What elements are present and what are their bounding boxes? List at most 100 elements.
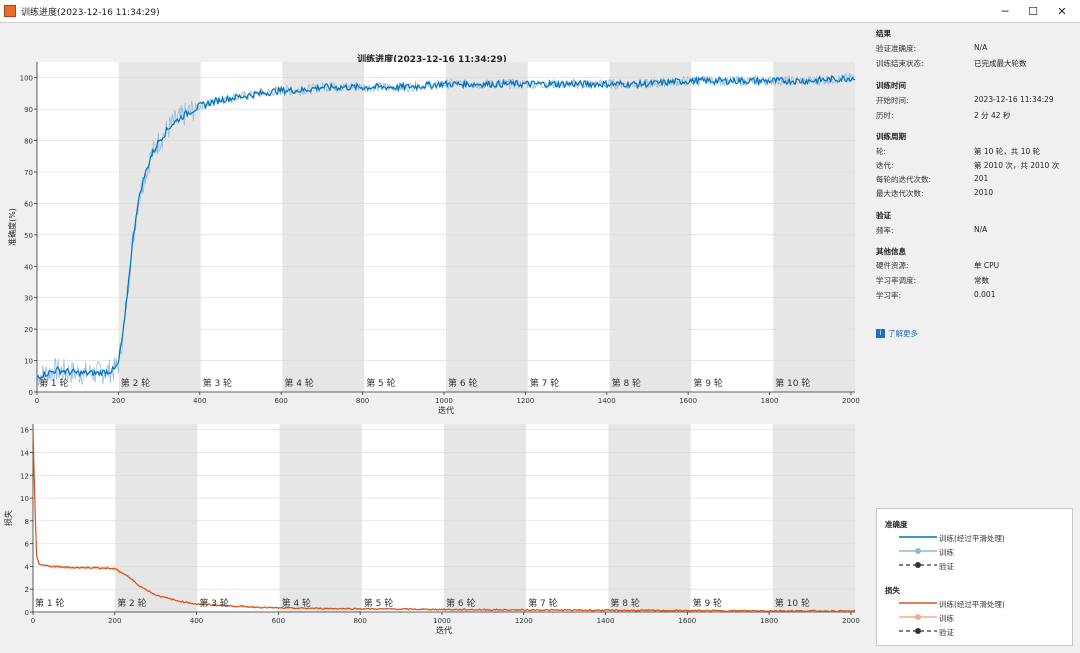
elapsed-value: 2 分 42 秒: [974, 111, 1011, 120]
x-tick-label: 400: [190, 617, 203, 625]
window-title: 训练进度(2023-12-16 11:34:29): [21, 7, 160, 18]
hardware-label: 硬件资源:: [876, 261, 909, 270]
epoch-label: 第 7 轮: [528, 597, 557, 609]
legend-loss-train-label: 训练: [939, 614, 954, 623]
window-title-bar: 训练进度(2023-12-16 11:34:29) ─ ☐ ✕: [0, 0, 1080, 23]
epoch-label: 第 6 轮: [448, 377, 477, 389]
legend-acc-train-label: 训练: [939, 548, 954, 557]
legend-loss-smooth-label: 训练(经过平滑处理): [939, 600, 1005, 609]
epoch-band: [282, 62, 365, 392]
epoch-band: [115, 424, 198, 612]
iter-per-epoch-value: 201: [974, 174, 989, 183]
epoch-label: 第 4 轮: [284, 377, 313, 389]
epoch-band: [444, 424, 527, 612]
x-tick-label: 600: [274, 397, 287, 405]
y-tick-label: 50: [24, 232, 33, 240]
y-axis-label: 准确度(%): [7, 208, 17, 246]
epoch-label: 轮:: [876, 147, 887, 156]
epoch-label: 第 10 轮: [775, 377, 810, 389]
legend-loss-val-label: 验证: [939, 628, 954, 637]
y-tick-label: 10: [24, 358, 33, 366]
y-tick-label: 8: [25, 518, 29, 526]
x-tick-label: 400: [193, 397, 206, 405]
cycle-heading: 训练周期: [876, 132, 906, 141]
y-tick-label: 16: [20, 427, 29, 435]
epoch-value: 第 10 轮，共 10 轮: [974, 147, 1041, 156]
epoch-band: [609, 62, 692, 392]
learning-rate-value: 0.001: [974, 290, 996, 299]
legend-loss-smooth-swatch: [899, 602, 937, 604]
x-tick-label: 1000: [433, 617, 451, 625]
y-tick-label: 60: [24, 200, 33, 208]
x-tick-label: 1000: [435, 397, 453, 405]
learn-more-label: 了解更多: [888, 329, 918, 338]
learn-more-link[interactable]: i 了解更多: [876, 328, 918, 339]
close-button[interactable]: ✕: [1057, 4, 1067, 18]
y-tick-label: 20: [24, 326, 33, 334]
x-tick-label: 800: [356, 397, 369, 405]
status-label: 训练结束状态:: [876, 59, 924, 68]
epoch-label: 第 9 轮: [693, 597, 722, 609]
y-tick-label: 90: [24, 106, 33, 114]
iter-per-epoch-label: 每轮的迭代次数:: [876, 175, 932, 184]
legend-accuracy-heading: 准确度: [885, 520, 908, 529]
results-heading: 结果: [876, 29, 891, 38]
elapsed-label: 历时:: [876, 111, 894, 120]
legend-acc-val-label: 验证: [939, 562, 954, 571]
y-tick-label: 0: [25, 609, 29, 617]
hardware-value: 单 CPU: [974, 261, 1000, 270]
y-tick-label: 2: [25, 586, 29, 594]
lr-schedule-label: 学习率调度:: [876, 276, 917, 285]
chart-2: 0 2 4 6 8 10 12 14 16 0 200 400 600 800 1000 1200 1400 16…: [3, 424, 860, 635]
y-tick-label: 0: [29, 389, 33, 397]
epoch-band: [773, 62, 855, 392]
plot-area: 训练进度(2023-12-16 11:34:29) 0 10 20 30 40 50 60 7…: [0, 22, 864, 653]
iteration-value: 第 2010 次，共 2010 次: [974, 161, 1060, 170]
epoch-label: 第 2 轮: [117, 597, 146, 609]
start-time-value: 2023-12-16 11:34:29: [974, 95, 1054, 104]
start-time-label: 开始时间:: [876, 96, 909, 105]
epoch-label: 第 8 轮: [610, 597, 639, 609]
epoch-label: 第 2 轮: [121, 377, 150, 389]
x-tick-label: 2000: [842, 617, 860, 625]
epoch-label: 第 7 轮: [530, 377, 559, 389]
epoch-band: [446, 62, 528, 392]
x-tick-label: 1600: [678, 617, 696, 625]
learning-rate-label: 学习率:: [876, 291, 902, 300]
minimize-button[interactable]: ─: [1001, 4, 1009, 18]
legend-loss-val-swatch: [899, 628, 937, 634]
legend: 准确度 训练(经过平滑处理) 训练 验证 损失 训练(经过平滑处理) 训练 验证: [876, 508, 1073, 646]
app-icon: [4, 5, 16, 17]
epoch-label: 第 5 轮: [366, 377, 395, 389]
info-panel: 结果 验证准确度: N/A 训练结束状态: 已完成最大轮数 训练时间 开始时间:…: [870, 22, 1080, 512]
x-tick-label: 0: [35, 397, 39, 405]
time-heading: 训练时间: [876, 81, 906, 90]
x-tick-label: 0: [31, 617, 35, 625]
x-tick-label: 200: [112, 397, 125, 405]
val-acc-label: 验证准确度:: [876, 44, 917, 53]
legend-loss-heading: 损失: [885, 586, 900, 595]
x-tick-label: 2000: [842, 397, 860, 405]
chart-title: 训练进度(2023-12-16 11:34:29): [357, 55, 507, 65]
epoch-band: [279, 424, 362, 612]
legend-acc-smooth-label: 训练(经过平滑处理): [939, 534, 1005, 543]
x-tick-label: 600: [272, 617, 285, 625]
maximize-button[interactable]: ☐: [1028, 4, 1038, 18]
x-tick-label: 800: [353, 617, 366, 625]
y-tick-label: 6: [25, 541, 30, 549]
series-accuracy-smooth: [36, 75, 856, 380]
y-tick-label: 100: [20, 75, 33, 83]
iteration-label: 迭代:: [876, 161, 894, 170]
series-loss-smooth: [32, 429, 856, 613]
epoch-label: 第 4 轮: [282, 597, 311, 609]
y-tick-label: 14: [20, 449, 29, 457]
y-axis-label: 损失: [3, 510, 13, 526]
x-tick-label: 1400: [597, 617, 615, 625]
x-tick-label: 1600: [679, 397, 697, 405]
y-tick-label: 30: [24, 295, 33, 303]
y-tick-label: 12: [20, 472, 29, 480]
x-tick-label: 1200: [515, 617, 533, 625]
max-iter-label: 最大迭代次数:: [876, 189, 924, 198]
